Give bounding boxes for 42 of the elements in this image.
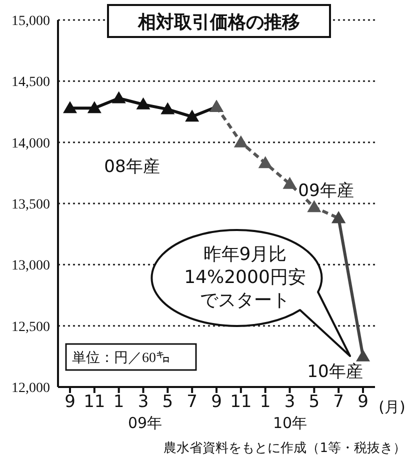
annotation: でスタート [200,290,290,311]
text: 08年産 [104,157,160,177]
annotation: 単位：円／60㌔ [72,350,170,366]
x-tick-label: 7 [186,392,198,412]
point [160,102,175,114]
point [307,200,322,212]
y-tick-label: 13,000 [12,258,50,274]
chart-title: 相対取引価格の推移 [137,12,300,33]
y-tick-label: 13,500 [12,197,50,212]
point [63,101,77,114]
point [87,101,102,114]
point [112,91,126,104]
point [258,156,272,168]
x-tick-label: 11 [84,392,106,412]
text: 09年 [128,414,162,432]
x-tick-label: 9 [358,392,368,412]
point [136,97,150,110]
y-tick-label: 12,500 [12,320,50,335]
x-tick-label: 3 [138,392,149,412]
annotation: 昨年9月比 [203,244,287,265]
x-tick-label: 9 [64,392,76,412]
y-tick-label: 12,000 [12,380,50,396]
x-tick-label: 11 [230,392,252,412]
y-tick-label: 14,500 [12,75,50,90]
annotation: 14%2000円安 [184,267,306,288]
point [185,110,200,122]
x-tick-label: 5 [162,392,174,412]
series-label: 09年産 [298,181,354,201]
x-tick-label: 1 [260,392,271,412]
y-tick-label: 14,000 [12,136,50,152]
x-tick-label: 7 [333,392,344,412]
series-label: 10年産 [307,362,363,382]
x-tick-label: 5 [308,392,320,412]
x-tick-label: 1 [113,392,124,412]
y-tick-label: 15,000 [12,14,50,29]
point [234,135,248,148]
text: 農水省資料をもとに作成（1等・税抜き） [164,441,406,456]
x-tick-label: 3 [284,392,296,412]
point [282,176,297,189]
text: 10年 [272,414,308,432]
x-axis-title: (月) [378,398,406,416]
x-tick-label: 9 [211,392,222,412]
